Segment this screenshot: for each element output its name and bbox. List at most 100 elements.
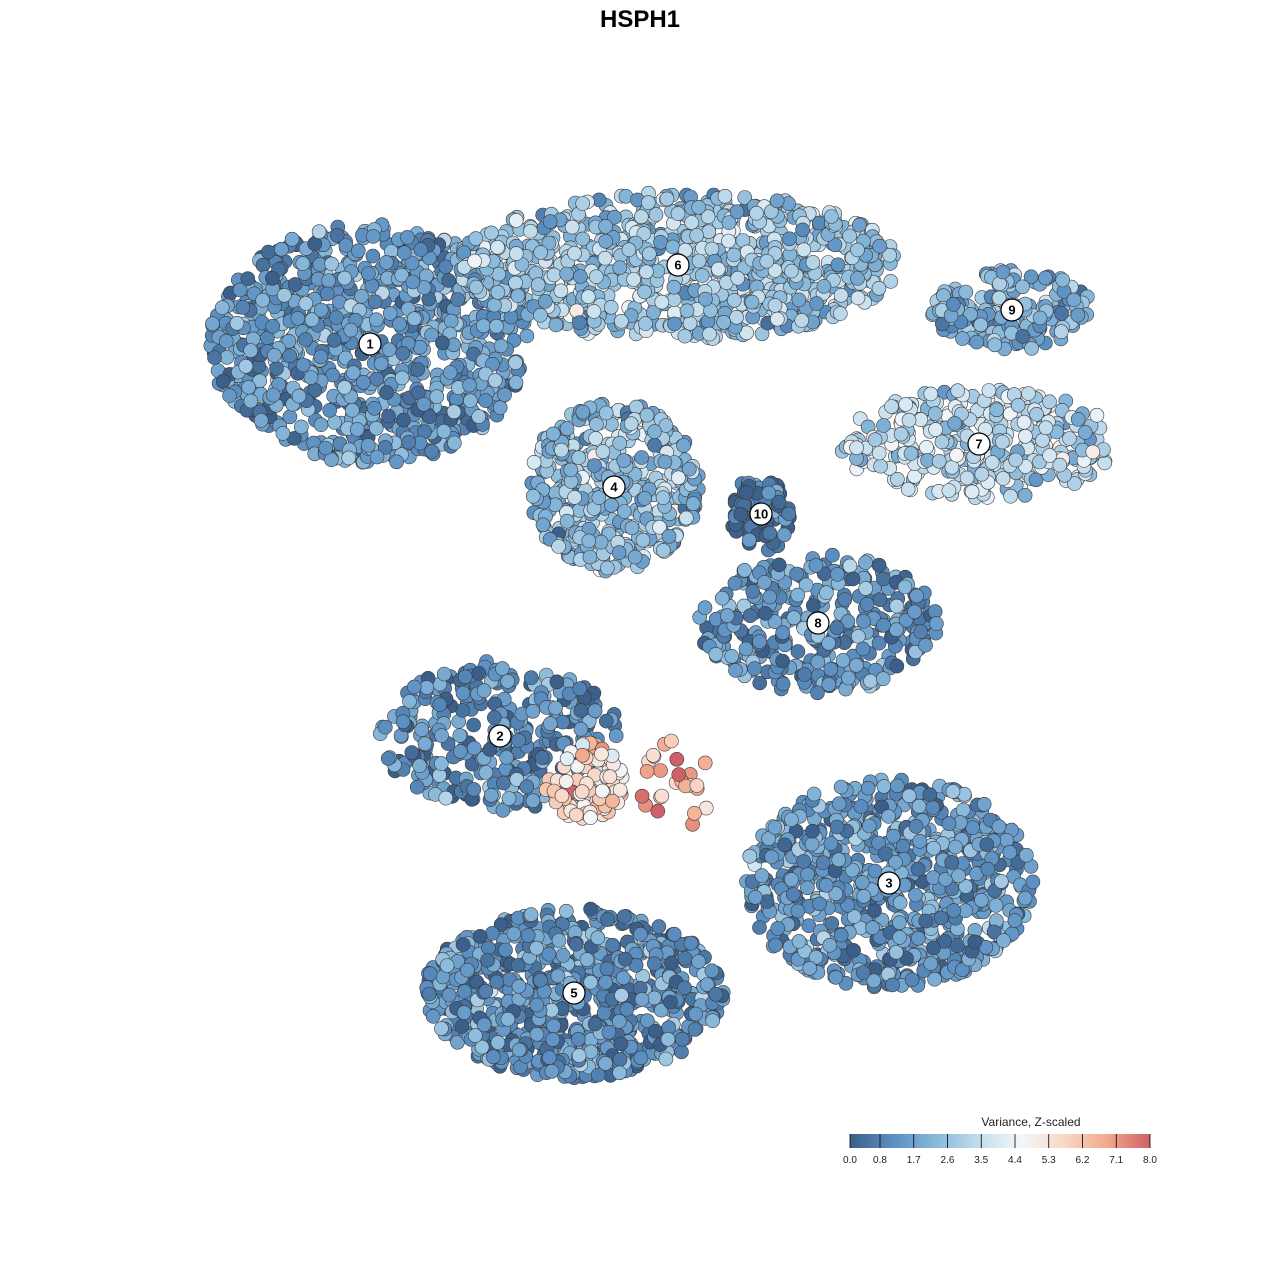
cell-point (639, 407, 655, 423)
cell-point (442, 365, 458, 380)
cell-point (434, 1021, 449, 1036)
cell-point (293, 419, 309, 435)
cell-point (558, 903, 574, 919)
cell-point (898, 397, 914, 412)
cell-point (846, 943, 861, 958)
cell-point (876, 418, 891, 433)
cell-point (404, 745, 420, 760)
cell-point (796, 242, 812, 258)
cell-point (468, 279, 484, 295)
cell-point (555, 714, 571, 730)
cell-point (969, 334, 985, 350)
cell-point (573, 269, 588, 284)
cell-point (617, 951, 633, 967)
cell-point (742, 608, 758, 624)
cell-point (325, 367, 341, 383)
cell-point (563, 462, 579, 478)
cell-point (361, 266, 376, 281)
cell-point (988, 898, 1004, 913)
cell-point (467, 1028, 483, 1043)
cell-point (587, 703, 603, 719)
cell-point (472, 928, 488, 944)
cell-point (724, 648, 740, 664)
cell-point (611, 545, 627, 560)
cell-point (691, 253, 707, 269)
cell-point (737, 562, 752, 578)
cell-point (484, 926, 500, 941)
cell-point (455, 937, 471, 952)
cell-point (658, 1051, 674, 1067)
cell-point (295, 357, 311, 373)
cell-point (995, 264, 1011, 280)
cell-point (586, 304, 602, 319)
cell-point (462, 377, 477, 393)
cell-point (421, 986, 437, 1002)
cell-point (1003, 488, 1018, 504)
cell-point (490, 1035, 506, 1050)
cell-point (1015, 279, 1030, 295)
cell-point (1070, 307, 1086, 323)
cell-point (395, 714, 411, 730)
cell-point (889, 658, 905, 674)
cell-point (613, 1036, 629, 1052)
cell-point (918, 637, 933, 653)
cell-point (955, 331, 970, 346)
cell-point (925, 800, 941, 815)
cell-point (927, 971, 942, 987)
cell-point (854, 875, 870, 890)
cell-point (893, 426, 909, 442)
cell-point (511, 978, 527, 994)
cell-point (633, 1050, 649, 1066)
cell-point (381, 408, 396, 424)
cell-point (678, 510, 694, 526)
cell-point (1054, 306, 1069, 321)
cell-point (489, 974, 505, 990)
cell-point (954, 962, 970, 978)
cell-point (580, 289, 596, 305)
cell-point (849, 440, 864, 456)
cell-point (691, 200, 706, 215)
cell-point (742, 848, 758, 864)
cell-point (276, 287, 292, 303)
cell-point (265, 318, 281, 334)
cell-point (510, 288, 526, 304)
cell-point (593, 534, 609, 550)
cell-point (941, 483, 957, 498)
cell-point (337, 380, 352, 395)
cell-point (677, 980, 693, 996)
cell-point (646, 956, 662, 972)
cell-point (989, 402, 1005, 418)
cell-point (945, 784, 961, 799)
cell-point (295, 256, 311, 271)
cell-point (409, 779, 425, 795)
cell-point (476, 683, 492, 699)
cell-point (884, 399, 899, 414)
cell-point (728, 663, 743, 678)
cell-point (800, 880, 815, 896)
cell-point (871, 280, 887, 296)
cell-point (790, 587, 806, 603)
cell-point (633, 926, 648, 942)
cell-point (534, 750, 550, 765)
cell-point (439, 958, 455, 973)
cell-point (823, 661, 839, 677)
cell-point (683, 935, 699, 951)
cell-point (855, 641, 871, 657)
cell-point (810, 685, 825, 701)
cell-point (663, 994, 678, 1010)
cell-point (417, 736, 433, 752)
cell-point (365, 248, 381, 264)
cell-point (833, 287, 849, 303)
cell-point (885, 977, 900, 993)
cell-point (500, 1011, 516, 1027)
cell-point (849, 657, 864, 673)
cell-point (419, 680, 435, 695)
cell-point (509, 772, 525, 787)
cell-point (520, 928, 536, 943)
cell-point (856, 888, 872, 904)
cell-point (890, 471, 905, 487)
cell-point (571, 1048, 587, 1063)
cell-point (480, 952, 495, 968)
cell-point (821, 635, 836, 651)
cell-point (853, 799, 869, 814)
